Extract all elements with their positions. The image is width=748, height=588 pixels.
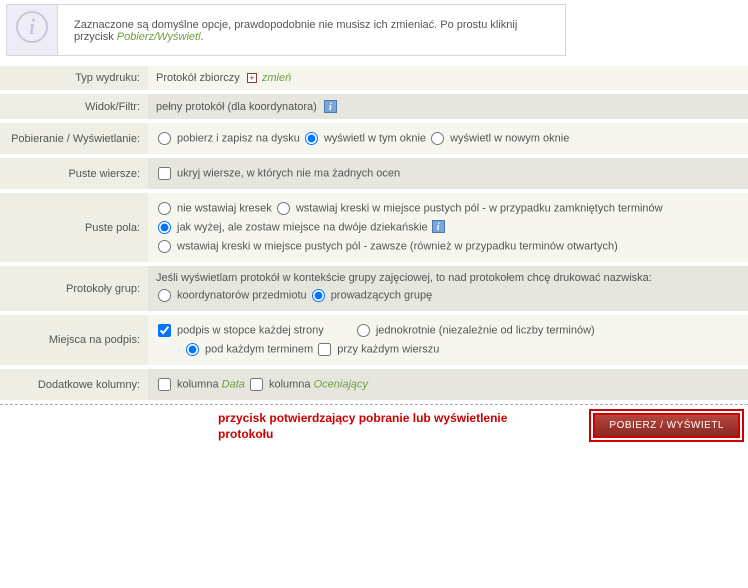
podpis-top-checkbox[interactable] (158, 324, 171, 337)
label-kolumny: Dodatkowe kolumny: (0, 367, 148, 402)
label-puste-pola: Puste pola: (0, 191, 148, 264)
label-podpis: Miejsca na podpis: (0, 313, 148, 367)
value-typ: Protokół zbiorczy + zmień (148, 66, 748, 92)
widok-value: pełny protokół (dla koordynatora) (156, 101, 317, 113)
info-text: Zaznaczone są domyślne opcje, prawdopodo… (57, 5, 565, 55)
info-icon: i (16, 11, 48, 43)
change-icon[interactable]: + (247, 73, 257, 83)
podpis-sub-0[interactable]: jednokrotnie (niezależnie od liczby term… (355, 321, 595, 340)
podpis-top[interactable]: podpis w stopce każdej strony (156, 321, 324, 340)
podpis-sub-radio-1[interactable] (186, 343, 199, 356)
puste-pola-radio-3[interactable] (158, 240, 171, 253)
podpis-bottom-checkbox[interactable] (318, 343, 331, 356)
puste-pola-option-2[interactable]: jak wyżej, ale zostaw miejsce na dwóje d… (156, 218, 445, 237)
puste-pola-option-3[interactable]: wstawiaj kreski w miejsce pustych pól - … (156, 237, 618, 256)
puste-wiersze-option[interactable]: ukryj wiersze, w których nie ma żadnych … (156, 164, 400, 183)
value-podpis: podpis w stopce każdej strony jednokrotn… (148, 313, 748, 367)
protokoly-grup-option-1[interactable]: prowadzących grupę (310, 286, 433, 305)
info-icon-small[interactable]: i (432, 220, 445, 233)
form-table: Typ wydruku: Protokół zbiorczy + zmień W… (0, 66, 748, 450)
puste-wiersze-checkbox[interactable] (158, 167, 171, 180)
pobieranie-radio-2[interactable] (431, 132, 444, 145)
puste-pola-radio-1[interactable] (277, 202, 290, 215)
typ-change-link[interactable]: zmień (262, 72, 291, 84)
puste-pola-option-1[interactable]: wstawiaj kreski w miejsce pustych pól - … (275, 199, 663, 218)
puste-pola-option-0[interactable]: nie wstawiaj kresek (156, 199, 272, 218)
info-box: i Zaznaczone są domyślne opcje, prawdopo… (6, 4, 566, 56)
kolumny-checkbox-1[interactable] (250, 378, 263, 391)
info-icon-wrap: i (7, 5, 57, 49)
info-icon-small[interactable]: i (324, 100, 337, 113)
podpis-sub-1[interactable]: pod każdym terminem (184, 340, 313, 359)
protokoly-grup-intro: Jeśli wyświetlam protokół w kontekście g… (156, 272, 740, 286)
footer-note: przycisk potwierdzający pobranie lub wyś… (218, 411, 538, 442)
pobieranie-radio-0[interactable] (158, 132, 171, 145)
puste-pola-radio-0[interactable] (158, 202, 171, 215)
label-protokoly-grup: Protokoły grup: (0, 264, 148, 313)
label-typ: Typ wydruku: (0, 66, 148, 92)
kolumny-option-0[interactable]: kolumna Data (156, 375, 245, 394)
footer: przycisk potwierdzający pobranie lub wyś… (0, 404, 748, 450)
protokoly-grup-radio-0[interactable] (158, 289, 171, 302)
typ-value: Protokół zbiorczy (156, 72, 240, 84)
podpis-sub-radio-0[interactable] (357, 324, 370, 337)
podpis-bottom[interactable]: przy każdym wierszu (316, 340, 439, 359)
value-protokoly-grup: Jeśli wyświetlam protokół w kontekście g… (148, 264, 748, 313)
puste-pola-radio-2[interactable] (158, 221, 171, 234)
value-kolumny: kolumna Data kolumna Oceniający (148, 367, 748, 402)
label-pobieranie: Pobieranie / Wyświetlanie: (0, 121, 148, 156)
kolumny-option-1[interactable]: kolumna Oceniający (248, 375, 368, 394)
pobieranie-option-0[interactable]: pobierz i zapisz na dysku (156, 129, 300, 148)
value-puste-pola: nie wstawiaj kresek wstawiaj kreski w mi… (148, 191, 748, 264)
kolumny-checkbox-0[interactable] (158, 378, 171, 391)
label-widok: Widok/Filtr: (0, 92, 148, 121)
label-puste-wiersze: Puste wiersze: (0, 156, 148, 191)
value-widok: pełny protokół (dla koordynatora) i (148, 92, 748, 121)
protokoly-grup-option-0[interactable]: koordynatorów przedmiotu (156, 286, 307, 305)
pobieranie-radio-1[interactable] (305, 132, 318, 145)
protokoly-grup-radio-1[interactable] (312, 289, 325, 302)
info-suffix: . (201, 31, 204, 43)
info-link[interactable]: Pobierz/Wyświetl (117, 31, 201, 43)
value-pobieranie: pobierz i zapisz na dysku wyświetl w tym… (148, 121, 748, 156)
value-puste-wiersze: ukryj wiersze, w których nie ma żadnych … (148, 156, 748, 191)
pobieranie-option-1[interactable]: wyświetl w tym oknie (303, 129, 426, 148)
submit-button[interactable]: POBIERZ / WYŚWIETL (593, 413, 740, 438)
pobieranie-option-2[interactable]: wyświetl w nowym oknie (429, 129, 569, 148)
